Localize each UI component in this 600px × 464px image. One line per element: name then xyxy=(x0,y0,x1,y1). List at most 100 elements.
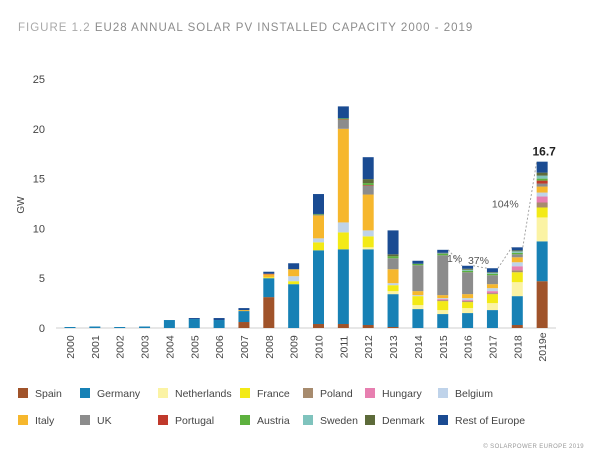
bar-segment xyxy=(387,291,399,295)
data-annotation: 37% xyxy=(468,255,489,267)
stacked-bar-chart: 0 5 10 15 20 25 GW 2000 2001 2002 2003 2004 2005 2006… xyxy=(16,74,556,362)
legend-label: Belgium xyxy=(455,388,493,400)
legend-label: Germany xyxy=(97,388,141,400)
y-tick-label: 20 xyxy=(33,124,45,136)
bar-segment xyxy=(486,303,498,311)
bar-segment xyxy=(313,214,324,216)
legend-label: France xyxy=(257,388,290,400)
growth-line xyxy=(447,249,463,267)
legend-item: Sweden xyxy=(303,415,358,427)
bar-segment xyxy=(462,302,474,309)
bar-segment xyxy=(362,194,374,231)
legend-swatch xyxy=(365,415,375,425)
bar-segment xyxy=(263,274,275,278)
bar-segment xyxy=(188,318,200,320)
bar-segment xyxy=(486,284,498,289)
legend-item: UK xyxy=(80,415,112,427)
legend-item: Spain xyxy=(18,388,62,400)
bar-segment xyxy=(163,320,175,328)
bar-segment xyxy=(462,272,474,295)
bar-segment xyxy=(437,298,449,300)
x-tick-label: 2010 xyxy=(314,335,326,359)
bar-segment xyxy=(313,194,324,214)
bar-segment xyxy=(536,202,548,208)
bar-segment xyxy=(462,270,474,273)
bar-segment xyxy=(412,291,424,296)
bar-segment xyxy=(462,268,474,270)
bar-segment xyxy=(511,252,523,255)
bar-segment xyxy=(362,157,374,180)
bar-segment xyxy=(486,291,498,294)
x-tick-label: 2014 xyxy=(413,335,425,359)
bar-segment xyxy=(337,232,349,250)
bar-segment xyxy=(486,273,498,276)
bar-segment xyxy=(486,272,498,273)
bar-segment xyxy=(64,327,76,328)
legend-swatch xyxy=(240,388,250,398)
legend-label: Hungary xyxy=(382,388,422,400)
bar-segment xyxy=(437,310,449,315)
bar-segment xyxy=(536,196,548,203)
legend-label: Poland xyxy=(320,388,353,400)
x-tick-label: 2004 xyxy=(164,335,176,359)
bar-segment xyxy=(337,106,349,119)
bar-segment xyxy=(462,308,474,314)
bar-segment xyxy=(362,183,374,186)
bar-segment xyxy=(536,186,548,193)
legend-item: Netherlands xyxy=(158,388,232,400)
bar-segment xyxy=(462,301,474,303)
bar-segment xyxy=(362,236,374,248)
bar-segment xyxy=(412,295,424,297)
bar-segment xyxy=(288,263,300,270)
legend-swatch xyxy=(240,415,250,425)
bar-segment xyxy=(536,217,548,242)
bar-segment xyxy=(412,305,424,310)
legend-item: Italy xyxy=(18,415,54,427)
bar-segment xyxy=(288,269,300,277)
bar-segment xyxy=(536,183,548,187)
bar-segment xyxy=(437,301,449,311)
bar-segment xyxy=(238,308,250,311)
bar-segment xyxy=(511,251,523,253)
bar-segment xyxy=(337,119,349,120)
y-axis-label: GW xyxy=(16,196,27,214)
y-tick-label: 15 xyxy=(33,174,45,186)
bar-segment xyxy=(288,281,300,285)
legend-item: Portugal xyxy=(158,415,214,427)
bar-segment xyxy=(536,161,548,173)
legend-swatch xyxy=(158,415,168,425)
bar-segment xyxy=(511,272,523,283)
bar-segment xyxy=(263,278,275,298)
legend-label: UK xyxy=(97,415,112,427)
bar-segment xyxy=(362,325,374,328)
bar-segment xyxy=(288,284,300,328)
bar-segment xyxy=(337,324,349,328)
legend-swatch xyxy=(303,388,313,398)
legend-item: Denmark xyxy=(365,415,425,427)
bar-segment xyxy=(511,247,523,251)
data-annotation: 104% xyxy=(492,198,519,210)
bar-segment xyxy=(437,252,449,254)
bar-segment xyxy=(387,327,399,328)
bar-segment xyxy=(313,215,324,239)
bar-segment xyxy=(462,298,474,301)
legend-swatch xyxy=(80,388,90,398)
legend-swatch xyxy=(438,388,448,398)
bar-segment xyxy=(89,326,101,328)
y-tick-label: 10 xyxy=(33,223,45,235)
bar-segment xyxy=(486,275,498,285)
legend-swatch xyxy=(158,388,168,398)
bar-segment xyxy=(437,314,449,328)
legend-swatch xyxy=(80,415,90,425)
legend-label: Sweden xyxy=(320,415,358,427)
bar-segment xyxy=(511,250,523,252)
x-tick-label: 2000 xyxy=(65,335,77,359)
bar-segment xyxy=(462,294,474,299)
bar-segment xyxy=(437,300,449,302)
legend-label: Italy xyxy=(35,415,55,427)
bar-segment xyxy=(462,313,474,328)
legend-swatch xyxy=(438,415,448,425)
bar-segment xyxy=(486,268,498,273)
bar-segment xyxy=(313,242,324,251)
y-tick-label: 5 xyxy=(39,273,45,285)
